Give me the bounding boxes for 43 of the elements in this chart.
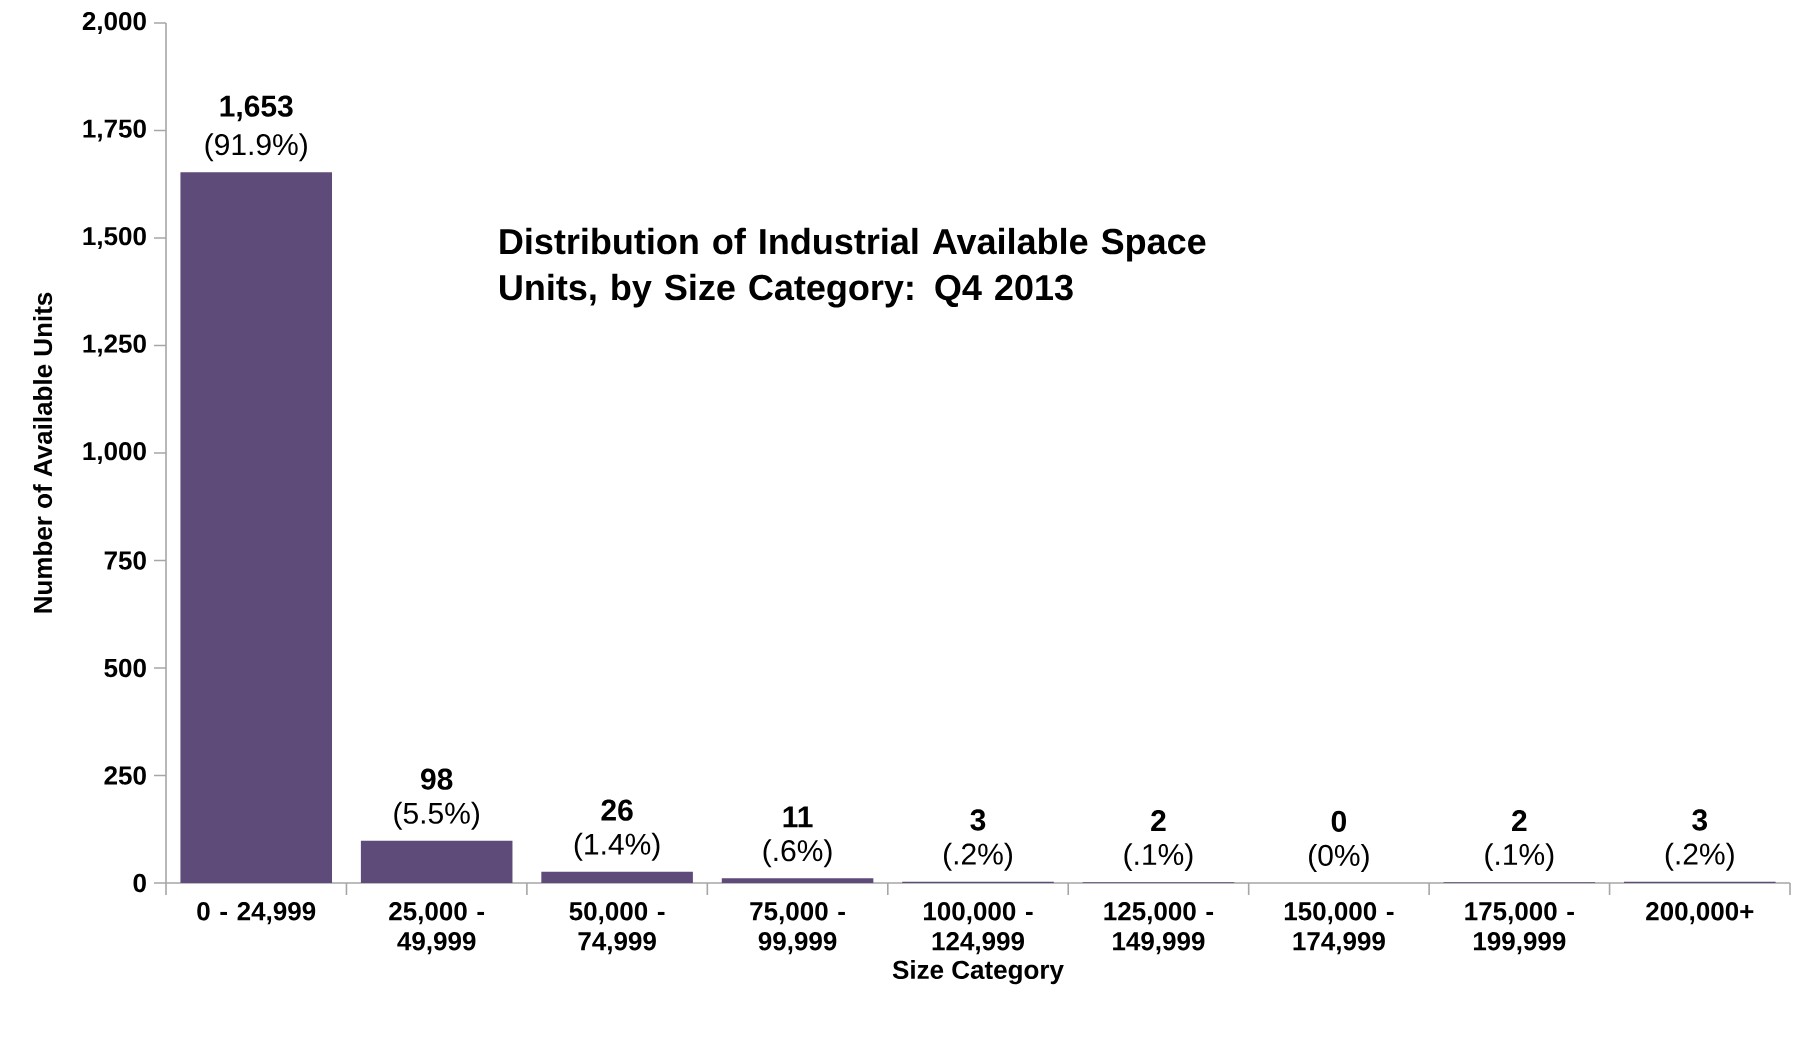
data-label: 3 <box>970 809 986 831</box>
y-tick-label: 250 <box>104 766 146 785</box>
annotation: (91.9%) <box>205 133 307 162</box>
data-label: 2 <box>1151 810 1166 832</box>
y-tick-label: 1,000 <box>83 441 146 465</box>
data-label: 11 <box>783 806 813 828</box>
annotation: (1.4%) <box>574 832 660 861</box>
y-tick-label: 1,250 <box>83 334 146 357</box>
x-tick-label: 75,000 - 99,999 <box>750 902 845 955</box>
x-tick-label: 125,000 - 149,999 <box>1104 902 1214 955</box>
y-axis-title: Number of Available Units <box>33 292 53 613</box>
bar <box>360 840 513 883</box>
data-label: 0 <box>1331 810 1346 832</box>
data-label: 26 <box>601 799 633 821</box>
y-tick-label: 1,500 <box>83 226 146 250</box>
data-label: 3 <box>1692 809 1708 831</box>
x-tick-label: 0 - 24,999 <box>197 902 316 925</box>
text: Distribution of Industrial Available Space Units, by Size Category: Q4 2013 <box>500 227 1206 308</box>
x-tick-label: 100,000 - 124,999 <box>923 902 1033 955</box>
data-label: 98 <box>421 768 453 790</box>
bar <box>180 172 333 883</box>
annotation: (.2%) <box>1665 842 1734 871</box>
bar <box>721 878 874 883</box>
bar <box>541 871 693 883</box>
data-label: 2 <box>1512 810 1527 832</box>
y-tick-label: 0 <box>133 873 146 893</box>
y-tick-label: 2,000 <box>82 11 146 35</box>
y-tick-label: 750 <box>104 551 146 570</box>
x-tick-label: 25,000 - 49,999 <box>389 902 485 955</box>
x-tick-label: 200,000+ <box>1646 902 1754 925</box>
data-label: 1,653 <box>220 95 293 122</box>
x-tick-label: 50,000 - 74,999 <box>569 902 665 955</box>
annotation: (0%) <box>1309 843 1369 872</box>
x-tick-label: 150,000 - 174,999 <box>1284 902 1394 955</box>
x-tick-label: 175,000 - 199,999 <box>1465 902 1574 955</box>
annotation: (.1%) <box>1485 843 1554 872</box>
annotation: (.6%) <box>763 839 832 868</box>
y-tick-label: 500 <box>104 658 146 678</box>
annotation: (.2%) <box>944 842 1012 871</box>
annotation: (5.5%) <box>394 801 479 830</box>
y-tick-label: 1,750 <box>83 119 146 142</box>
x-axis-title: Size Category <box>892 959 1064 985</box>
annotation: (.1%) <box>1124 843 1193 872</box>
